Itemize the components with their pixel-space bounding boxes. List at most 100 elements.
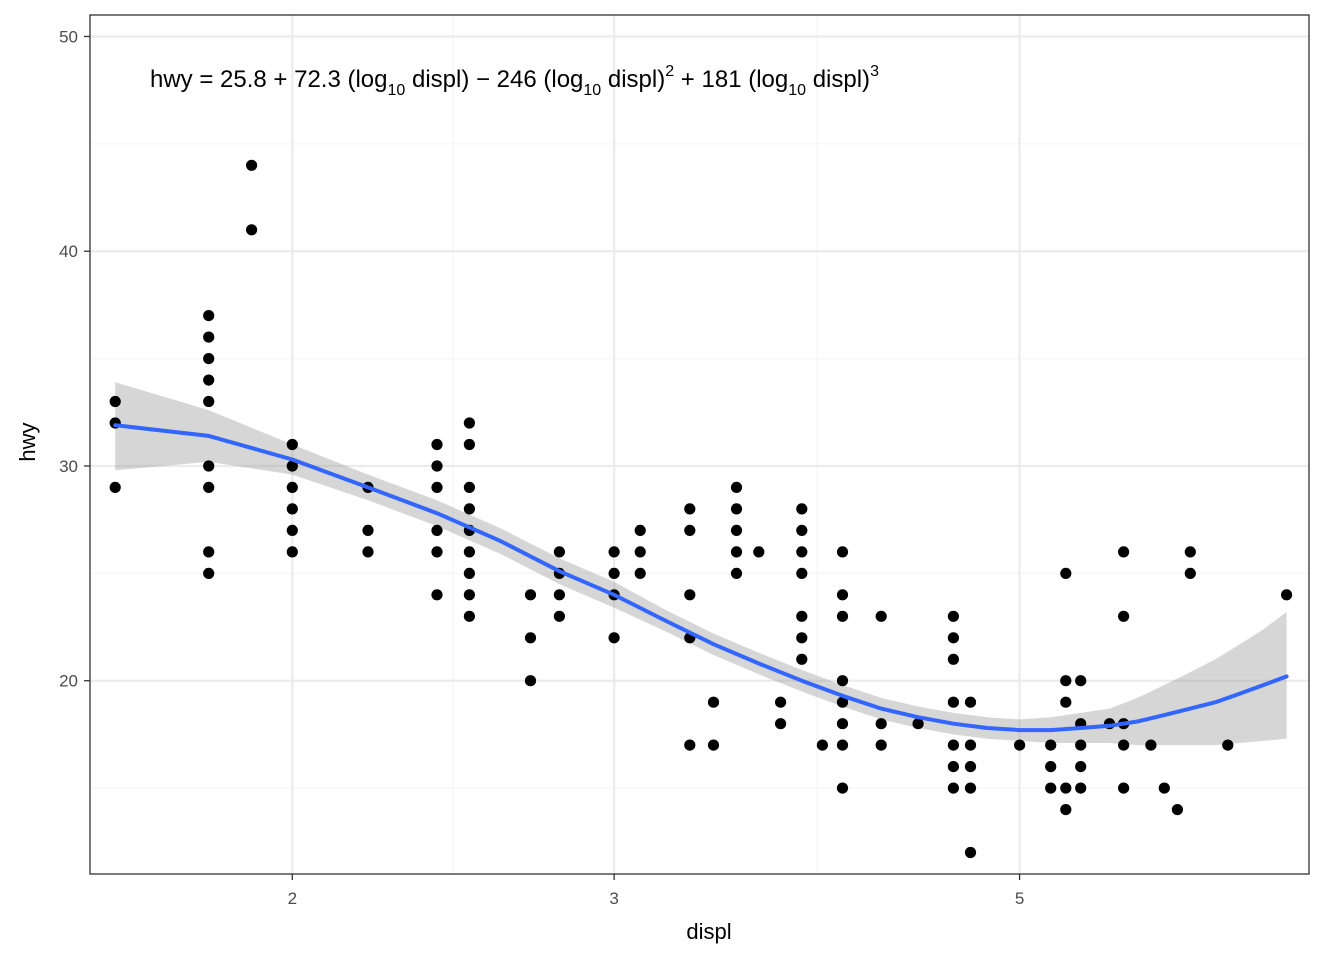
data-point: [1075, 739, 1087, 751]
data-point: [1060, 567, 1072, 580]
data-point: [463, 438, 475, 451]
data-point: [707, 739, 720, 751]
y-axis-title: hwy: [15, 422, 40, 461]
data-point: [431, 524, 443, 537]
data-point: [203, 374, 215, 386]
data-point: [796, 503, 808, 515]
data-point: [286, 460, 298, 472]
data-point: [1060, 782, 1072, 794]
data-point: [203, 310, 215, 322]
data-point: [836, 546, 849, 558]
data-point: [1118, 782, 1130, 794]
data-point: [947, 761, 960, 773]
confidence-band-layer: [115, 382, 1287, 746]
data-point: [1060, 804, 1072, 816]
data-point: [730, 503, 743, 515]
data-point: [362, 546, 374, 558]
data-point: [1158, 782, 1170, 794]
fit-line-layer: [113, 423, 1289, 733]
data-point: [1045, 739, 1057, 751]
data-point: [947, 653, 960, 665]
data-point: [1075, 761, 1087, 773]
y-tick-label: 30: [59, 457, 78, 476]
data-point: [286, 438, 298, 451]
data-point: [875, 718, 887, 730]
data-point: [947, 610, 960, 622]
data-point: [796, 610, 808, 622]
data-point: [836, 739, 849, 751]
data-point: [286, 503, 298, 515]
data-point: [684, 589, 696, 601]
data-point: [964, 846, 977, 859]
data-point: [203, 395, 215, 408]
panel-border: [89, 14, 1310, 875]
data-point: [912, 718, 924, 730]
data-point: [1075, 675, 1087, 687]
data-point: [947, 739, 960, 751]
data-point: [463, 567, 475, 580]
data-point: [1222, 739, 1234, 751]
data-point: [431, 481, 443, 493]
data-point: [246, 224, 258, 236]
data-point: [608, 546, 620, 558]
data-point: [203, 331, 215, 343]
data-point: [1045, 761, 1057, 773]
data-point: [775, 696, 787, 708]
data-point: [1118, 739, 1130, 751]
data-point: [286, 481, 298, 493]
data-point: [1118, 610, 1130, 622]
data-point: [964, 696, 977, 708]
data-point: [362, 524, 374, 537]
data-point: [1281, 589, 1293, 601]
data-point: [553, 589, 566, 601]
data-point: [730, 567, 743, 580]
data-point: [875, 610, 887, 622]
data-point: [836, 718, 849, 730]
data-point: [964, 782, 977, 794]
data-point: [286, 546, 298, 558]
data-point: [947, 782, 960, 794]
data-point: [947, 696, 960, 708]
data-point: [684, 524, 696, 537]
x-tick-label: 5: [1015, 889, 1024, 908]
data-point: [796, 632, 808, 644]
data-point: [634, 567, 646, 580]
data-point: [1118, 546, 1130, 558]
data-point: [836, 696, 849, 708]
data-point: [796, 653, 808, 665]
data-point: [684, 739, 696, 751]
data-point: [203, 567, 215, 580]
data-point: [463, 417, 475, 429]
data-point: [109, 481, 121, 493]
data-point: [875, 739, 887, 751]
data-point: [463, 481, 475, 493]
data-point: [730, 524, 743, 537]
axis-tick-labels: 20 30 40 50 2 3 5: [59, 27, 1024, 908]
data-point: [1184, 546, 1196, 558]
x-axis-title: displ: [686, 919, 731, 944]
data-point: [634, 524, 646, 537]
data-point: [109, 395, 121, 408]
y-tick-label: 50: [59, 27, 78, 46]
points: [109, 159, 1293, 859]
data-point: [796, 546, 808, 558]
data-point: [203, 460, 215, 472]
data-point: [431, 460, 443, 472]
data-point: [707, 696, 720, 708]
data-point: [524, 675, 537, 687]
axis-ticks: [84, 35, 1021, 880]
data-point: [1045, 782, 1057, 794]
data-point: [463, 503, 475, 515]
data-point: [730, 546, 743, 558]
data-point: [1014, 739, 1026, 751]
data-point: [608, 567, 620, 580]
data-point: [634, 546, 646, 558]
data-point: [796, 567, 808, 580]
data-point: [463, 610, 475, 622]
data-point: [431, 589, 443, 601]
data-point: [203, 546, 215, 558]
data-point: [203, 481, 215, 493]
data-point: [1184, 567, 1196, 580]
data-point: [964, 761, 977, 773]
data-point: [1145, 739, 1157, 751]
